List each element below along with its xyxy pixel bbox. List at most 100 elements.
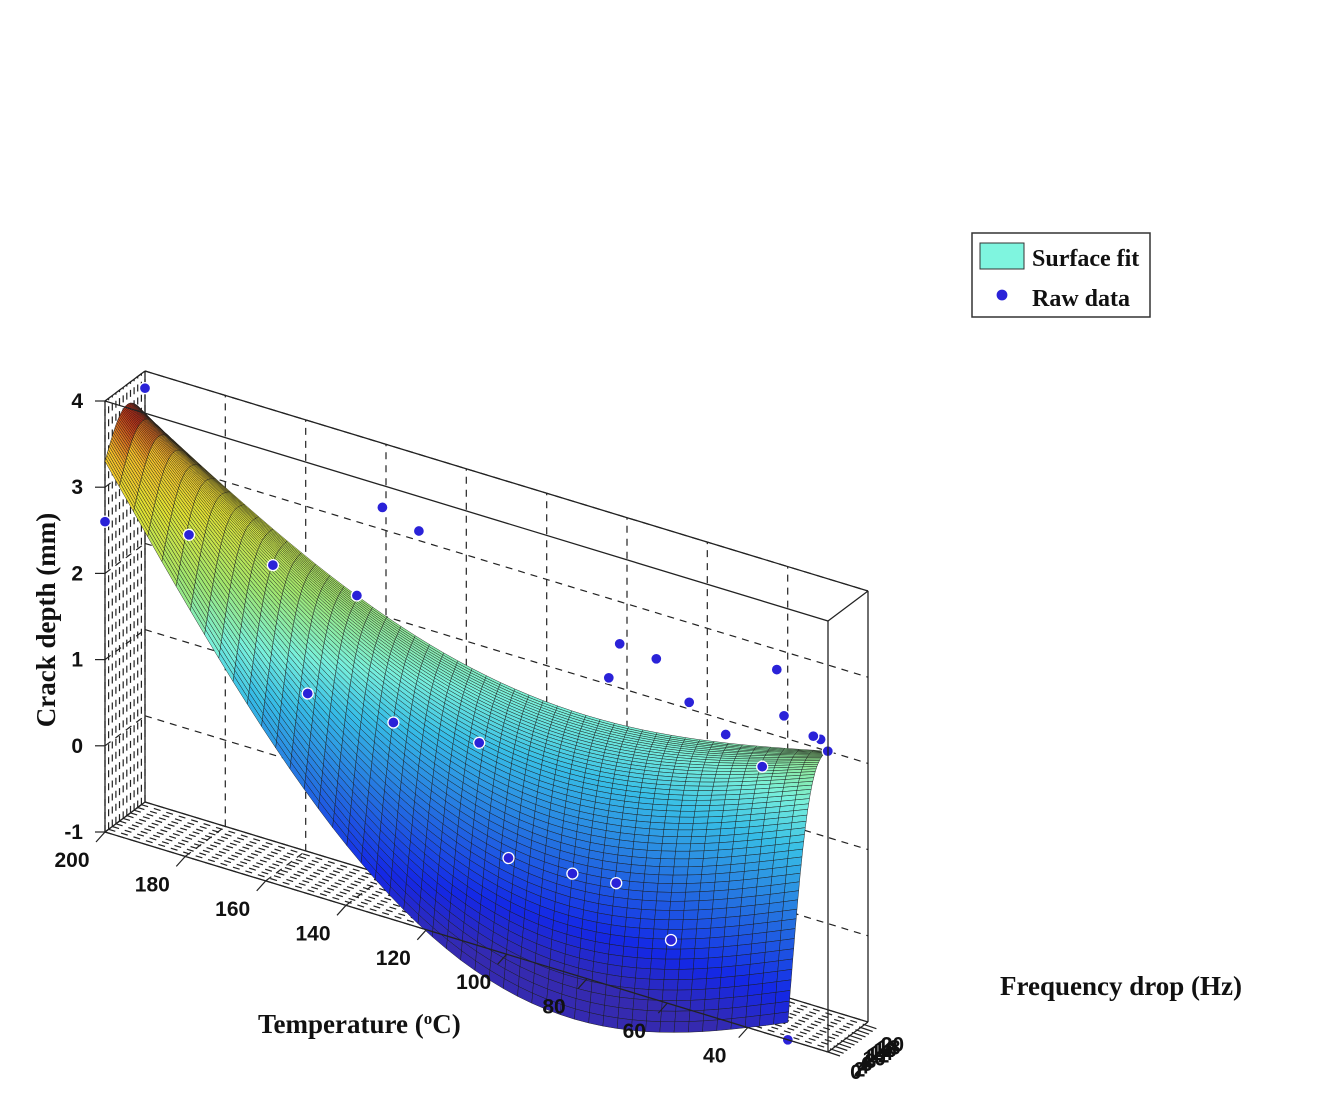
surface-patch [708, 936, 725, 949]
legend-surface-swatch [979, 242, 1025, 270]
raw-data-point [502, 851, 515, 865]
surface-patch [670, 891, 686, 902]
y-tick-mark [827, 1051, 841, 1057]
surface-patch [654, 909, 671, 921]
surface-patch [777, 757, 794, 760]
surface-patch [690, 836, 707, 845]
raw-data-point [683, 696, 696, 709]
surface-patch [734, 974, 750, 987]
grid-line [144, 542, 869, 764]
surface-patch [724, 794, 741, 801]
y-tick-label: 14 [870, 1042, 894, 1065]
y-tick-mark [856, 1029, 870, 1035]
surface-patch [647, 835, 664, 844]
surface-patch [759, 1002, 776, 1016]
y-tick-label: 8 [865, 1050, 877, 1073]
surface-patch [640, 909, 656, 920]
surface-patch [694, 805, 711, 812]
surface-patch [663, 822, 680, 831]
surface-patch [680, 938, 697, 950]
surface-patch [728, 871, 745, 882]
surface-patch [636, 947, 653, 959]
x-tick-label: 180 [135, 873, 170, 896]
x-tick-label: 140 [295, 922, 330, 945]
surface-patch [669, 784, 686, 791]
raw-data-point [376, 501, 389, 514]
raw-data-point [98, 515, 112, 528]
surface-patch [711, 907, 727, 919]
surface-patch [687, 866, 703, 876]
surface-patch [672, 874, 688, 884]
axis-ticks: 43210-1200180160140120100806040024681012… [54, 390, 904, 1084]
surface-patch [728, 879, 744, 891]
x-axis-label: Temperature (oC) [258, 1009, 461, 1040]
y-tick-label: 10 [863, 1047, 886, 1070]
surface-patch [749, 962, 765, 975]
surface-patch [703, 998, 720, 1011]
surface-patch [620, 976, 636, 989]
surface-patch [707, 956, 723, 969]
raw-data-point [350, 589, 364, 602]
surface-patch [750, 941, 767, 955]
surface-patch [633, 834, 650, 844]
surface-patch [716, 767, 732, 772]
surface-patch [632, 998, 649, 1011]
surface-patch [695, 927, 712, 939]
surface-patch [684, 891, 701, 902]
z-tick-label: 4 [71, 390, 83, 413]
surface-patch [682, 919, 698, 930]
surface-patch [688, 1020, 704, 1033]
surface-patch [626, 907, 642, 919]
raw-data-point [387, 716, 400, 729]
surface-patch [665, 948, 681, 960]
x-tick-mark [336, 904, 347, 916]
surface-patch [717, 1007, 733, 1021]
x-tick-label: 100 [456, 971, 491, 994]
surface-patch [732, 995, 748, 1009]
surface-patch [667, 919, 684, 930]
raw-data-point [777, 709, 791, 722]
surface-patch [727, 888, 743, 900]
surface-patch [635, 967, 651, 980]
surface-patch [721, 955, 738, 968]
surface-patch [744, 1015, 761, 1029]
surface-patch [739, 914, 755, 926]
surface-patch [701, 770, 717, 775]
surface-patch [627, 889, 644, 901]
surface-patch [675, 843, 691, 852]
surface-patch [702, 767, 718, 772]
surface-patch [694, 937, 711, 949]
surface-patch [705, 977, 722, 990]
box-edge [104, 831, 829, 1053]
surface-patch [762, 758, 779, 762]
y-tick-label: 18 [877, 1037, 901, 1060]
surface-patch [723, 925, 740, 938]
surface-patch [624, 926, 640, 939]
grid-line [265, 850, 307, 882]
surface-patch [697, 785, 714, 791]
surface-patch [704, 835, 721, 844]
surface-patch [651, 803, 668, 811]
surface-patch [623, 936, 640, 948]
surface-patch [676, 836, 692, 845]
surface-patch [729, 771, 746, 775]
surface-patch [686, 874, 702, 884]
surface-patch [711, 790, 727, 796]
surface-patch [697, 790, 713, 796]
raw-data-point [756, 760, 769, 773]
y-tick-mark [864, 1024, 877, 1030]
surface-patch [686, 773, 702, 779]
x-tick-label: 60 [623, 1020, 646, 1043]
surface-patch [712, 898, 728, 910]
y-tick-mark [835, 1045, 848, 1052]
surface-patch [653, 793, 670, 800]
surface-patch [760, 992, 777, 1005]
surface-patch [684, 781, 701, 787]
y-tick-mark [831, 1048, 844, 1054]
surface-patch [731, 765, 748, 769]
surface-patch [707, 816, 723, 824]
grid-line [104, 629, 146, 661]
surface-patch [718, 841, 734, 851]
x-tick-mark [738, 1027, 749, 1039]
x-tick-mark [416, 929, 427, 941]
